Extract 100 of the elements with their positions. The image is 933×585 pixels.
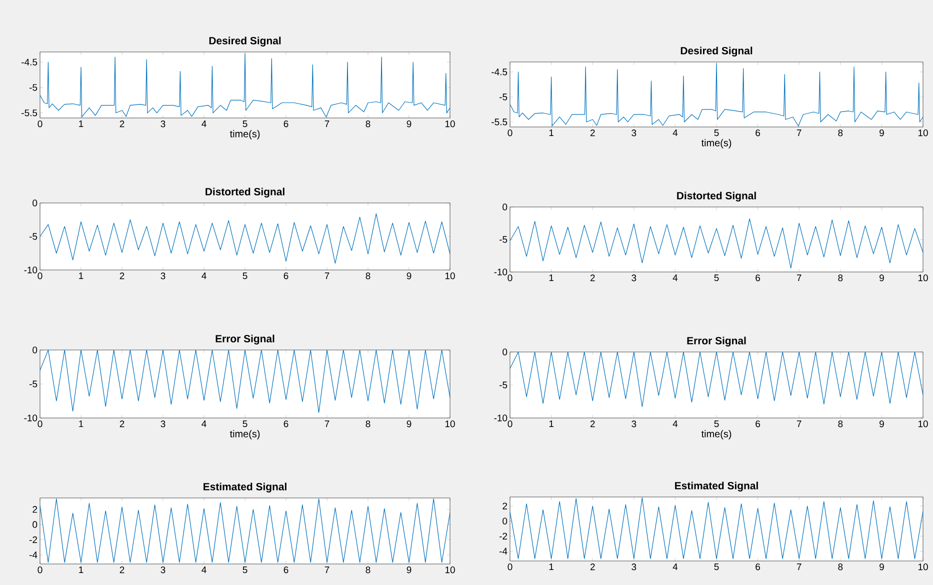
x-tick-label: 2 — [590, 130, 595, 136]
x-tick-label: 0 — [508, 274, 512, 282]
x-axis-title: time(s) — [701, 139, 732, 148]
chart-title: Desired Signal — [680, 46, 752, 56]
x-tick-label: 5 — [714, 274, 719, 282]
y-tick-label: -5 — [29, 233, 38, 240]
chart-title: Desired Signal — [209, 36, 281, 46]
x-tick-label: 7 — [324, 566, 330, 574]
x-tick-label: 7 — [324, 120, 330, 128]
y-tick-label: -2 — [29, 536, 38, 544]
x-tick-label: 1 — [79, 420, 84, 428]
x-tick-label: 7 — [796, 564, 802, 570]
x-tick-label: 3 — [160, 420, 166, 428]
chart-title: Estimated Signal — [675, 482, 758, 492]
y-tick-label: 0 — [32, 346, 38, 354]
line-series — [510, 352, 924, 408]
x-tick-label: 7 — [796, 130, 802, 136]
x-axis-title: time(s) — [230, 130, 260, 140]
x-tick-label: 9 — [880, 274, 884, 282]
x-axis-title: time(s) — [230, 430, 260, 440]
x-tick-label: 6 — [756, 274, 760, 282]
x-tick-label: 2 — [590, 564, 595, 570]
x-tick-label: 10 — [918, 564, 928, 570]
y-tick-label: 2 — [32, 506, 38, 513]
line-series — [40, 350, 450, 413]
x-tick-label: 3 — [632, 130, 636, 136]
x-tick-label: 9 — [880, 564, 884, 570]
y-tick-label: -2 — [500, 532, 508, 540]
x-tick-label: 6 — [284, 420, 288, 428]
x-tick-label: 10 — [445, 566, 455, 574]
x-tick-label: 3 — [632, 564, 636, 570]
x-tick-label: 10 — [445, 120, 455, 128]
x-tick-label: 8 — [366, 272, 370, 280]
y-tick-label: -10 — [494, 268, 508, 276]
line-series — [40, 498, 450, 563]
x-tick-label: 5 — [242, 272, 248, 280]
y-tick-label: -10 — [24, 266, 38, 274]
line-series — [510, 218, 924, 268]
chart-title: Error Signal — [216, 334, 274, 344]
x-tick-label: 5 — [714, 564, 719, 570]
x-tick-label: 10 — [918, 274, 928, 282]
y-tick-label: 0 — [502, 348, 508, 356]
x-tick-label: 9 — [406, 566, 412, 574]
x-tick-label: 3 — [160, 566, 166, 574]
x-tick-label: 6 — [284, 566, 288, 574]
line-series — [40, 213, 450, 264]
x-tick-label: 0 — [38, 420, 42, 428]
x-tick-label: 4 — [672, 274, 678, 282]
y-tick-label: -10 — [24, 414, 38, 422]
x-tick-label: 2 — [120, 272, 124, 280]
x-tick-label: 0 — [38, 272, 42, 280]
chart-title: Distorted Signal — [206, 188, 284, 198]
y-tick-label: -5 — [500, 94, 508, 100]
chart-title: Distorted Signal — [677, 192, 756, 202]
y-tick-label: -5 — [500, 236, 508, 243]
x-tick-label: 4 — [202, 272, 206, 280]
x-tick-label: 3 — [632, 274, 636, 282]
x-tick-label: 1 — [549, 564, 554, 570]
x-tick-label: 1 — [79, 566, 84, 574]
x-tick-label: 4 — [672, 420, 678, 428]
y-tick-label: -5 — [29, 380, 38, 388]
x-tick-label: 2 — [590, 420, 595, 428]
y-tick-label: 0 — [32, 521, 38, 528]
y-tick-label: -4 — [500, 548, 508, 554]
x-tick-label: 2 — [120, 120, 124, 128]
x-tick-label: 7 — [324, 420, 330, 428]
y-tick-label: 0 — [32, 200, 38, 206]
x-tick-label: 8 — [366, 420, 370, 428]
x-tick-label: 6 — [756, 130, 760, 136]
y-tick-label: -5 — [29, 84, 38, 91]
x-tick-label: 0 — [508, 564, 512, 570]
x-tick-label: 7 — [796, 274, 802, 282]
x-tick-label: 4 — [672, 564, 678, 570]
x-tick-label: 8 — [838, 130, 843, 136]
y-tick-label: -4.5 — [492, 68, 508, 76]
x-tick-label: 8 — [366, 566, 370, 574]
x-tick-label: 9 — [880, 130, 884, 136]
x-tick-label: 1 — [549, 274, 554, 282]
x-tick-label: 8 — [838, 274, 843, 282]
x-tick-label: 0 — [38, 120, 42, 128]
y-tick-label: -4 — [29, 552, 38, 558]
x-tick-label: 5 — [242, 420, 248, 428]
x-tick-label: 3 — [160, 120, 166, 128]
x-tick-label: 5 — [714, 420, 719, 428]
x-tick-label: 5 — [242, 566, 248, 574]
x-tick-label: 10 — [918, 130, 928, 136]
x-tick-label: 2 — [590, 274, 595, 282]
x-tick-label: 5 — [242, 120, 248, 128]
x-tick-label: 3 — [632, 420, 636, 428]
x-tick-label: 10 — [445, 420, 455, 428]
chart-title: Error Signal — [687, 336, 746, 346]
x-tick-label: 6 — [756, 564, 760, 570]
x-tick-label: 6 — [756, 420, 760, 428]
x-tick-label: 10 — [445, 272, 455, 280]
x-tick-label: 9 — [880, 420, 884, 428]
chart-title: Estimated Signal — [204, 482, 286, 492]
x-tick-label: 2 — [120, 420, 124, 428]
x-tick-label: 0 — [508, 130, 512, 136]
x-tick-label: 7 — [796, 420, 802, 428]
line-series — [510, 497, 924, 560]
